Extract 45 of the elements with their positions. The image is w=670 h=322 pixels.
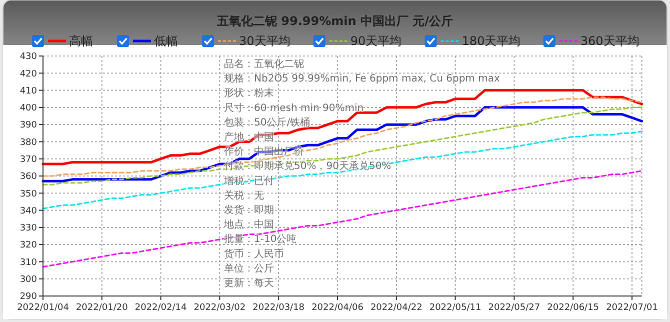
x-tick-label: 2022/07/01 xyxy=(606,303,658,313)
x-tick-label: 2022/05/27 xyxy=(488,303,540,313)
annotation: 更新：每天 xyxy=(224,277,274,289)
chart-title: 五氧化二铌 99.99%min 中国出厂 元/公斤 xyxy=(216,14,454,28)
x-tick-label: 2022/02/14 xyxy=(134,303,188,313)
y-tick-label: 330 xyxy=(20,224,38,234)
annotation: 单位：公斤 xyxy=(224,262,274,274)
annotation: 发货：即期 xyxy=(224,204,274,216)
y-tick-label: 380 xyxy=(20,138,38,148)
y-tick-label: 300 xyxy=(20,275,38,286)
y-tick-label: 340 xyxy=(20,206,38,216)
y-tick-label: 310 xyxy=(20,258,38,268)
x-tick-label: 2022/03/18 xyxy=(252,303,305,313)
legend-label: 高幅 xyxy=(69,34,93,48)
annotation: 包装：50公斤/铁桶 xyxy=(224,116,310,128)
y-tick-label: 320 xyxy=(20,240,38,251)
annotation: 尺寸：60 mesh min 90%min xyxy=(224,102,364,114)
y-tick-label: 430 xyxy=(20,52,38,62)
legend-label: 90天平均 xyxy=(350,34,402,48)
x-tick-label: 2022/04/22 xyxy=(370,303,422,313)
y-tick-label: 390 xyxy=(20,120,38,131)
legend-label: 180天平均 xyxy=(462,34,521,48)
y-tick-label: 410 xyxy=(20,86,38,96)
x-tick-label: 2022/01/04 xyxy=(17,303,70,313)
legend-label: 30天平均 xyxy=(239,34,290,48)
annotation: 品名：五氧化二铌 xyxy=(224,58,304,70)
line-series xyxy=(42,96,643,177)
x-tick-label: 2022/01/20 xyxy=(76,303,128,313)
x-tick-label: 2022/05/11 xyxy=(429,303,482,313)
x-tick-label: 2022/03/02 xyxy=(194,303,246,313)
y-tick-label: 350 xyxy=(20,189,38,200)
y-tick-label: 420 xyxy=(20,69,38,80)
annotation: 规格：Nb2O5 99.99%min, Fe 6ppm max, Cu 6ppm max xyxy=(224,72,500,85)
annotation: 形状：粉末 xyxy=(224,87,274,100)
y-tick-label: 290 xyxy=(20,292,38,302)
y-tick-label: 360 xyxy=(20,172,38,182)
x-tick-label: 2022/04/06 xyxy=(312,303,364,313)
annotation: 货币：人民币 xyxy=(224,248,284,260)
y-tick-label: 370 xyxy=(20,155,38,166)
legend-label: 低幅 xyxy=(154,34,178,48)
annotation: 关税：无 xyxy=(224,189,264,202)
y-tick-label: 400 xyxy=(20,104,38,114)
x-tick-label: 2022/06/15 xyxy=(547,303,600,313)
legend-label: 360天平均 xyxy=(580,34,640,48)
annotation: 地点：中国 xyxy=(223,218,274,231)
